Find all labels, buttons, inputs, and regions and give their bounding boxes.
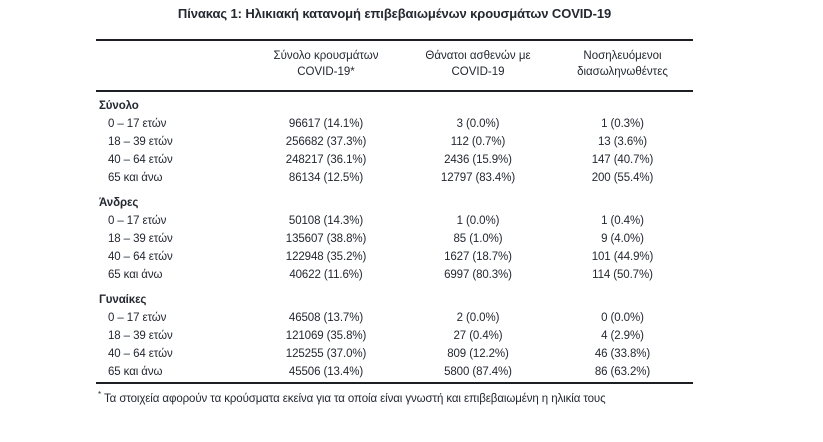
section-women: Γυναίκες 0 – 17 ετών 46508 (13.7%) 2 (0.… (96, 291, 693, 381)
intubated-cell: 147 (40.7%) (591, 154, 654, 166)
section-header-row: Άνδρες (96, 194, 693, 212)
age-cell: 40 – 64 ετών (108, 251, 173, 263)
deaths-cell: 12797 (83.4%) (440, 172, 516, 184)
table-row: 40 – 64 ετών 125255 (37.0%) 809 (12.2%) … (96, 345, 693, 363)
cases-cell: 50108 (14.3%) (288, 215, 364, 227)
deaths-cell: 1 (0.0%) (456, 215, 500, 227)
age-cell: 18 – 39 ετών (108, 233, 173, 245)
deaths-cell: 5800 (87.4%) (444, 366, 512, 378)
table-row: 40 – 64 ετών 248217 (36.1%) 2436 (15.9%)… (96, 151, 693, 169)
intubated-cell: 1 (0.3%) (601, 118, 644, 130)
age-cell: 18 – 39 ετών (108, 330, 173, 342)
age-cell: 0 – 17 ετών (108, 312, 167, 324)
cases-cell: 45506 (13.4%) (288, 366, 364, 378)
header-intubated: Νοσηλευόμενοι διασωληνωθέντες (577, 50, 668, 78)
section-label: Γυναίκες (99, 294, 147, 306)
cases-cell: 46508 (13.7%) (288, 312, 364, 324)
intubated-cell: 200 (55.4%) (591, 172, 654, 184)
table-body: Σύνολο 0 – 17 ετών 96617 (14.1%) 3 (0.0%… (96, 92, 693, 384)
cases-cell: 122948 (35.2%) (285, 251, 367, 263)
footnote-text: Τα στοιχεία αφορούν τα κρούσματα εκείνα … (104, 392, 606, 405)
age-cell: 0 – 17 ετών (108, 118, 167, 130)
intubated-cell: 86 (63.2%) (594, 366, 651, 378)
table-row: 65 και άνω 45506 (13.4%) 5800 (87.4%) 86… (96, 363, 693, 381)
cases-cell: 121069 (35.8%) (285, 330, 367, 342)
age-cell: 40 – 64 ετών (108, 348, 173, 360)
intubated-cell: 13 (3.6%) (598, 136, 647, 148)
age-cell: 65 και άνω (108, 366, 163, 378)
section-total: Σύνολο 0 – 17 ετών 96617 (14.1%) 3 (0.0%… (96, 97, 693, 187)
intubated-cell: 46 (33.8%) (594, 348, 651, 360)
section-header-row: Σύνολο (96, 97, 693, 115)
deaths-cell: 2 (0.0%) (456, 312, 500, 324)
age-cell: 40 – 64 ετών (108, 154, 173, 166)
table-row: 40 – 64 ετών 122948 (35.2%) 1627 (18.7%)… (96, 248, 693, 266)
table-row: 18 – 39 ετών 256682 (37.3%) 112 (0.7%) 1… (96, 133, 693, 151)
section-label: Άνδρες (99, 197, 139, 209)
report-table-1: Πίνακας 1: Ηλικιακή κατανομή επιβεβαιωμέ… (96, 0, 693, 405)
header-total-cases: Σύνολο κρουσμάτων COVID-19* (273, 50, 379, 78)
cases-cell: 96617 (14.1%) (288, 118, 364, 130)
intubated-cell: 101 (44.9%) (591, 251, 654, 263)
cases-cell: 256682 (37.3%) (285, 136, 367, 148)
table-title: Πίνακας 1: Ηλικιακή κατανομή επιβεβαιωμέ… (177, 6, 612, 21)
cases-cell: 248217 (36.1%) (285, 154, 367, 166)
table-row: 18 – 39 ετών 121069 (35.8%) 27 (0.4%) 4 … (96, 327, 693, 345)
age-cell: 65 και άνω (108, 269, 163, 281)
age-cell: 0 – 17 ετών (108, 215, 167, 227)
deaths-cell: 809 (12.2%) (447, 348, 509, 360)
intubated-cell: 1 (0.4%) (601, 215, 644, 227)
section-men: Άνδρες 0 – 17 ετών 50108 (14.3%) 1 (0.0%… (96, 194, 693, 284)
table-header-row: Σύνολο κρουσμάτων COVID-19* Θάνατοι ασθε… (96, 39, 693, 92)
deaths-cell: 3 (0.0%) (456, 118, 500, 130)
deaths-cell: 112 (0.7%) (450, 136, 506, 148)
cases-cell: 40622 (11.6%) (289, 269, 363, 281)
cases-cell: 125255 (37.0%) (285, 348, 367, 360)
deaths-cell: 2436 (15.9%) (444, 154, 512, 166)
table-row: 0 – 17 ετών 50108 (14.3%) 1 (0.0%) 1 (0.… (96, 212, 693, 230)
footnote-marker: * (98, 390, 102, 399)
intubated-cell: 4 (2.9%) (601, 330, 644, 342)
deaths-cell: 1627 (18.7%) (444, 251, 512, 263)
cases-cell: 86134 (12.5%) (288, 172, 364, 184)
table-row: 0 – 17 ετών 96617 (14.1%) 3 (0.0%) 1 (0.… (96, 115, 693, 133)
section-header-row: Γυναίκες (96, 291, 693, 309)
intubated-cell: 114 (50.7%) (592, 269, 653, 281)
cases-cell: 135607 (38.8%) (285, 233, 367, 245)
deaths-cell: 27 (0.4%) (453, 330, 503, 342)
section-label: Σύνολο (99, 100, 139, 112)
intubated-cell: 9 (4.0%) (601, 233, 644, 245)
deaths-cell: 85 (1.0%) (453, 233, 503, 245)
table-row: 65 και άνω 86134 (12.5%) 12797 (83.4%) 2… (96, 169, 693, 187)
table-row: 18 – 39 ετών 135607 (38.8%) 85 (1.0%) 9 … (96, 230, 693, 248)
intubated-cell: 0 (0.0%) (601, 312, 644, 324)
age-cell: 18 – 39 ετών (108, 136, 173, 148)
age-cell: 65 και άνω (108, 172, 163, 184)
deaths-cell: 6997 (80.3%) (444, 269, 512, 281)
table-footnote: * Τα στοιχεία αφορούν τα κρούσματα εκείνα… (96, 390, 693, 405)
table-row: 65 και άνω 40622 (11.6%) 6997 (80.3%) 11… (96, 266, 693, 284)
table-row: 0 – 17 ετών 46508 (13.7%) 2 (0.0%) 0 (0.… (96, 309, 693, 327)
header-deaths: Θάνατοι ασθενών με COVID-19 (425, 50, 531, 78)
